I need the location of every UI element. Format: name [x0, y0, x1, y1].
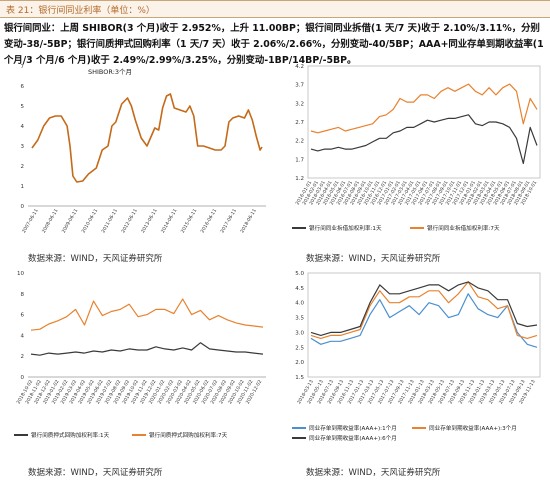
- series-line-shibor: [31, 93, 263, 183]
- summary-text: 银行间同业：上周 SHIBOR(3 个月)收于 2.952%，上升 11.00B…: [4, 23, 544, 66]
- legend-label: 同业存单到期收益率(AAA+):6个月: [309, 434, 397, 442]
- table-title-bar: 表 21：银行间同业利率（单位：%）: [0, 0, 550, 18]
- series-line-s0: [30, 342, 264, 356]
- plot-frame: [307, 272, 541, 378]
- chart-repo-rates: 02468102018-10-022018-11-022018-12-02201…: [14, 271, 266, 439]
- y-tick-label: 4.0: [295, 301, 304, 307]
- series-line-s2: [310, 281, 538, 336]
- x-tick-label: 2010-06-11: [81, 208, 100, 234]
- legend-label: 银行间质押式回购加权利率:1天: [31, 431, 110, 439]
- legend-label: 同业存单到期收益率(AAA+):1个月: [309, 424, 397, 432]
- y-tick-label: 3.0: [295, 330, 304, 336]
- y-tick-label: 3.5: [295, 316, 304, 322]
- series-line-s1: [30, 298, 264, 331]
- y-tick-label: 10: [17, 271, 24, 277]
- source-note-bl: 数据来源：WIND，天风证券研究所: [28, 468, 163, 478]
- y-tick-label: 1.2: [295, 176, 304, 182]
- x-tick-label: 2011-06-11: [100, 208, 119, 234]
- y-tick-label: 2.0: [295, 360, 304, 366]
- x-tick-label: 2013-06-11: [140, 208, 159, 234]
- x-tick-label: 2018-06-11: [239, 208, 258, 234]
- legend-label: 银行间同业拆借加权利率:1天: [309, 224, 382, 232]
- y-tick-label: 3.2: [295, 101, 304, 107]
- source-note-tr: 数据来源：WIND，天风证券研究所: [306, 254, 441, 264]
- y-tick-label: 2: [21, 164, 25, 170]
- y-tick-label: 0: [21, 375, 25, 381]
- y-tick-label: 1: [21, 184, 25, 190]
- table-title: 表 21：银行间同业利率（单位：%）: [6, 6, 155, 16]
- x-tick-label: 2012-06-11: [120, 208, 139, 234]
- series-line-s1: [310, 83, 538, 134]
- y-tick-label: 7: [21, 64, 25, 70]
- x-tick-label: 2014-06-11: [160, 208, 179, 234]
- y-tick-label: 8: [21, 292, 25, 298]
- chart-interbank-lending: 1.21.72.22.73.23.74.22016-01-012016-02-0…: [292, 64, 541, 232]
- y-tick-label: 4: [21, 333, 25, 339]
- series-line-s1: [310, 281, 538, 339]
- x-tick-label: 2007-06-11: [21, 208, 40, 234]
- y-tick-label: 1.5: [295, 375, 304, 381]
- y-tick-label: 4.2: [295, 64, 304, 70]
- series-line-s0: [310, 293, 538, 348]
- y-tick-label: 5.0: [295, 271, 304, 277]
- y-tick-label: 3: [21, 144, 25, 150]
- y-tick-label: 0: [21, 204, 25, 210]
- legend-label: 银行间质押式回购加权利率:7天: [149, 431, 228, 439]
- source-note-br: 数据来源：WIND，天风证券研究所: [306, 468, 441, 478]
- series-line-s0: [310, 114, 538, 165]
- y-tick-label: 6: [21, 313, 25, 319]
- x-tick-label: 2016-06-11: [200, 208, 219, 234]
- y-tick-label: 1.7: [295, 157, 304, 163]
- y-tick-label: 5: [21, 104, 25, 110]
- legend-label: 银行间同业拆借加权利率:7天: [427, 224, 500, 232]
- y-tick-label: 2.2: [295, 139, 304, 145]
- x-tick-label: 2015-06-11: [180, 208, 199, 234]
- chart-title: SHIBOR:3个月: [88, 68, 132, 76]
- legend-label: 同业存单到期收益率(AAA+):3个月: [429, 424, 517, 432]
- y-tick-label: 2: [21, 354, 25, 360]
- y-tick-label: 4: [21, 124, 25, 130]
- chart-ncd-yields: 1.52.02.53.03.54.04.55.02016-03-132016-0…: [292, 271, 541, 442]
- source-note-tl: 数据来源：WIND，天风证券研究所: [28, 254, 163, 264]
- y-tick-label: 3.7: [295, 83, 304, 89]
- y-tick-label: 2.7: [295, 120, 304, 126]
- x-tick-label: 2009-06-11: [61, 208, 80, 234]
- plot-frame: [307, 65, 541, 179]
- x-tick-label: 2008-06-11: [41, 208, 60, 234]
- x-tick-label: 2017-06-11: [219, 208, 238, 234]
- y-tick-label: 2.5: [295, 345, 304, 351]
- y-tick-label: 4.5: [295, 286, 304, 292]
- y-tick-label: 6: [21, 84, 25, 90]
